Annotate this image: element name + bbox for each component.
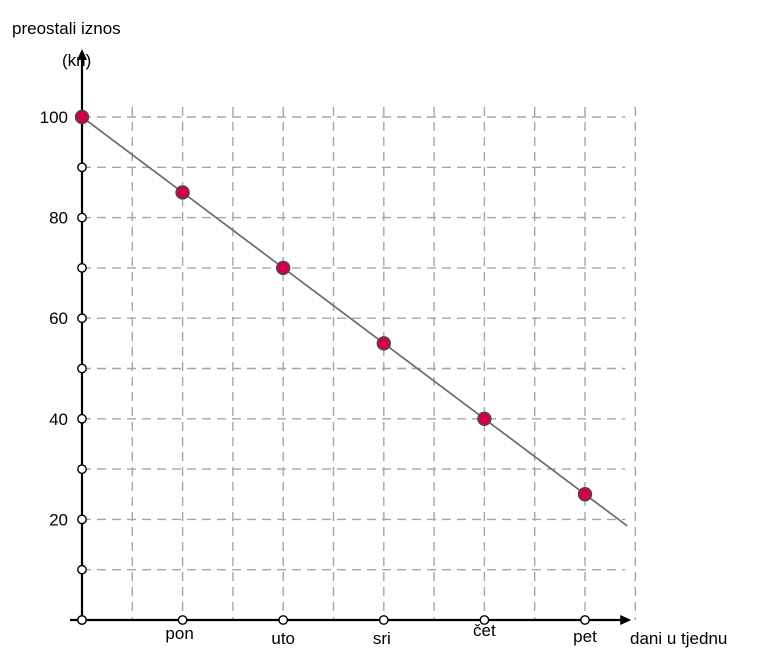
series — [74, 109, 628, 527]
y-axis-arrow — [77, 49, 87, 60]
data-point — [175, 185, 190, 200]
x-tick-marker — [479, 615, 490, 625]
x-axis-title: dani u tjednu — [630, 629, 727, 648]
y-tick-marker — [77, 162, 87, 173]
y-tick-label: 20 — [49, 510, 68, 529]
y-axis-title-line1: preostali iznos — [12, 19, 121, 38]
y-axis-title-line2: (kn) — [62, 51, 91, 70]
x-tick-marker — [177, 615, 188, 625]
data-point — [477, 411, 492, 426]
x-tick-label: sri — [373, 629, 391, 648]
grid — [82, 107, 636, 620]
data-point — [376, 336, 391, 351]
x-tick-marker — [580, 615, 590, 625]
x-tick-marker — [378, 615, 389, 625]
y-tick-marker — [77, 363, 87, 374]
y-tick-marker — [77, 262, 87, 273]
y-tick-label: 60 — [49, 309, 68, 328]
x-tick-label: čet — [473, 621, 496, 640]
data-point — [74, 109, 90, 125]
axes — [70, 49, 632, 625]
y-tick-marker — [77, 464, 87, 474]
y-tick-marker — [77, 514, 87, 525]
y-tick-label: 40 — [49, 410, 68, 429]
labels: preostali iznos (kn) dani u tjednu 20 40 6… — [12, 19, 727, 648]
y-tick-marker — [77, 313, 87, 324]
x-tick-label: uto — [271, 629, 295, 648]
x-tick-label: pet — [573, 627, 597, 646]
x-axis-arrow — [620, 615, 632, 625]
x-tick-label: pon — [165, 624, 193, 643]
y-tick-marker — [77, 564, 87, 575]
y-tick-label: 100 — [40, 108, 68, 127]
y-tick-marker — [77, 212, 87, 223]
series-line — [81, 116, 628, 527]
x-tick-marker — [77, 615, 87, 625]
y-tick-label: 80 — [49, 209, 68, 228]
data-point — [276, 260, 291, 276]
data-point — [577, 487, 593, 502]
x-tick-marker — [278, 615, 289, 625]
y-tick-marker — [77, 413, 87, 424]
